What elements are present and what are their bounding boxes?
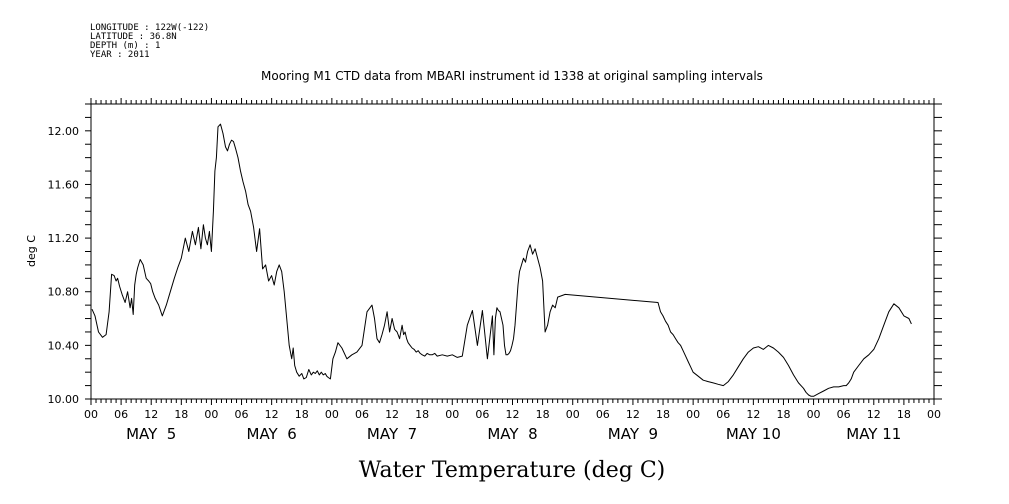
day-label: MAY 9 xyxy=(608,425,658,443)
x-tick-label: 18 xyxy=(415,408,429,421)
x-tick-label: 06 xyxy=(475,408,489,421)
year-label: YEAR : 2011 xyxy=(90,50,150,60)
x-tick-label: 06 xyxy=(235,408,249,421)
day-label: MAY 10 xyxy=(726,425,781,443)
latitude-label: LATITUDE : 36.8N xyxy=(90,32,177,42)
y-tick-label: 10.80 xyxy=(48,286,80,299)
x-tick-label: 12 xyxy=(144,408,158,421)
x-tick-label: 18 xyxy=(897,408,911,421)
x-tick-labels: 00 06 12 18 00 06 12 18 00 06 12 18 00 06 12 18 00 06 12 18… xyxy=(84,408,941,421)
series-layer xyxy=(91,123,912,397)
chart-title: Mooring M1 CTD data from MBARI instrumen… xyxy=(261,69,763,83)
y-tick-label: 11.20 xyxy=(48,232,80,245)
day-label: MAY 5 xyxy=(126,425,176,443)
x-tick-label: 12 xyxy=(867,408,881,421)
x-tick-label: 12 xyxy=(626,408,640,421)
x-tick-label: 06 xyxy=(114,408,128,421)
x-tick-label: 00 xyxy=(807,408,821,421)
plot-frame xyxy=(90,103,935,400)
temperature-series-line xyxy=(91,123,912,397)
x-axis-label: Water Temperature (deg C) xyxy=(359,458,666,483)
x-tick-label: 18 xyxy=(536,408,550,421)
x-tick-label: 18 xyxy=(656,408,670,421)
x-tick-label: 12 xyxy=(506,408,520,421)
x-tick-label: 00 xyxy=(325,408,339,421)
x-tick-label: 00 xyxy=(686,408,700,421)
day-label: MAY 7 xyxy=(367,425,417,443)
x-tick-label: 18 xyxy=(174,408,188,421)
x-tick-label: 00 xyxy=(445,408,459,421)
longitude-label: LONGITUDE : 122W(-122) xyxy=(90,23,209,33)
x-tick-label: 12 xyxy=(385,408,399,421)
x-tick-label: 18 xyxy=(295,408,309,421)
y-axis-label: deg C xyxy=(25,235,38,267)
y-tick-label: 12.00 xyxy=(48,125,80,138)
day-labels: MAY 5 MAY 6 MAY 7 MAY 8 MAY 9 MAY 10 MAY 11 xyxy=(126,425,901,443)
x-tick-label: 00 xyxy=(566,408,580,421)
x-tick-label: 06 xyxy=(716,408,730,421)
day-label: MAY 8 xyxy=(487,425,537,443)
y-tick-label: 10.40 xyxy=(48,339,80,352)
metadata-block: LONGITUDE : 122W(-122) LATITUDE : 36.8N … xyxy=(90,23,209,60)
x-tick-label: 06 xyxy=(837,408,851,421)
x-tick-label: 00 xyxy=(204,408,218,421)
x-tick-label: 06 xyxy=(596,408,610,421)
day-label: MAY 6 xyxy=(247,425,297,443)
x-tick-label: 12 xyxy=(746,408,760,421)
x-tick-label: 00 xyxy=(927,408,941,421)
x-tick-label: 18 xyxy=(776,408,790,421)
x-tick-label: 00 xyxy=(84,408,98,421)
y-tick-labels: 10.00 10.40 10.80 11.20 11.60 12.00 xyxy=(48,125,80,406)
x-tick-label: 06 xyxy=(355,408,369,421)
y-tick-label: 11.60 xyxy=(48,178,80,191)
depth-label: DEPTH (m) : 1 xyxy=(90,41,160,51)
y-tick-label: 10.00 xyxy=(48,393,80,406)
x-tick-label: 12 xyxy=(265,408,279,421)
day-label: MAY 11 xyxy=(846,425,901,443)
tick-marks xyxy=(85,98,942,405)
